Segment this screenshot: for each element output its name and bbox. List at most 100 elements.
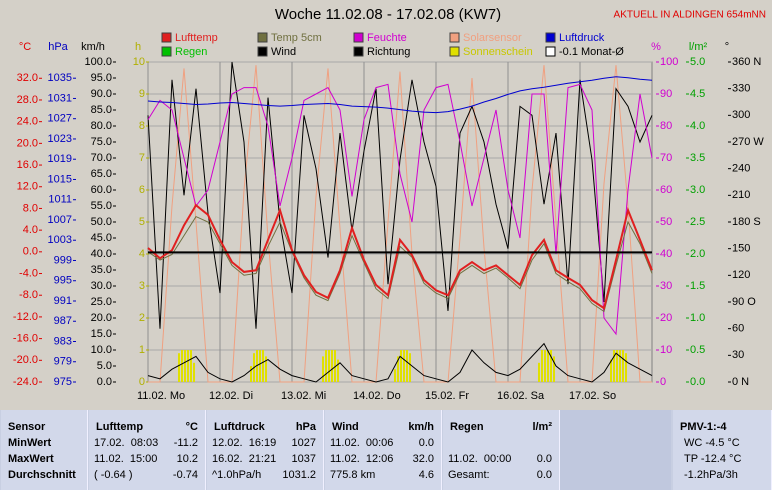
legend-label: -0.1 Monat-Ø [559,46,624,58]
row-label: MinWert [8,437,52,449]
y-tick-label: 8 [139,120,145,132]
y-tick-label: 30 [660,280,672,292]
cell-value: -0.74 [172,469,198,481]
sun-bar [193,362,195,382]
axis-title: ° [725,41,729,53]
cell-time: Gesamt: [448,469,490,481]
y-tick-label: 40 [660,248,672,260]
y-tick-label: 1003 [48,234,72,246]
sun-bar [400,350,402,382]
sun-bar [181,350,183,382]
legend-swatch [257,46,268,57]
y-tick-label: 5.0 [97,360,112,372]
column-unit: km/h [408,421,434,433]
y-tick-label: 1019 [48,153,72,165]
legend-label: Solarsensor [463,32,522,44]
table-column [89,410,206,490]
legend-swatch [545,46,556,57]
axis-title: % [651,41,661,53]
y-tick-label: 16.0 [17,159,38,171]
sun-bar [538,362,540,382]
sun-bar [328,350,330,382]
y-tick-label: 2.5 [690,216,705,228]
legend-swatch [545,32,556,43]
y-tick-label: 100.0 [84,56,112,68]
y-tick-label: 80.0 [91,120,112,132]
y-tick-label: 1023 [48,133,72,145]
cell-time: 11.02. 15:00 [94,453,158,465]
y-tick-label: 1007 [48,214,72,226]
y-tick-label: -24.0 [13,376,38,388]
legend-swatch [257,32,268,43]
cell-time: 17.02. 08:03 [94,437,159,449]
y-tick-label: 4.0 [23,224,38,236]
y-tick-label: 991 [54,295,72,307]
y-tick-label: 2.0 [690,248,705,260]
sun-bar [187,350,189,382]
y-tick-label: 975 [54,376,72,388]
legend-swatch [449,46,460,57]
sun-bar [616,350,618,382]
y-tick-label: 60 [660,184,672,196]
cell-text: -1.2hPa/3h [684,469,738,481]
y-tick-label: 1035 [48,72,72,84]
sun-bar [610,359,612,382]
table-column [673,410,772,490]
y-tick-label: 10 [660,344,672,356]
axis-title: °C [19,41,31,53]
y-tick-label: 5.0 [690,56,705,68]
x-tick-label: 16.02. Sa [497,390,545,402]
y-tick-label: 90 [660,88,672,100]
axis-title: km/h [81,41,105,53]
y-tick-label: 270 W [732,136,764,148]
sun-bar [325,350,327,382]
sun-bar [394,369,396,382]
y-tick-label: 2 [139,312,145,324]
cell-value: 0.0 [418,437,434,449]
y-tick-label: 95.0 [91,72,112,84]
row-label: MaxWert [8,453,54,465]
column-header: Regen [450,421,484,433]
cell-text: TP -12.4 °C [684,453,742,465]
y-tick-label: 120 [732,269,750,281]
x-tick-label: 17.02. So [569,390,616,402]
cell-time: 11.02. 00:00 [448,453,512,465]
y-tick-label: 1031 [48,92,72,104]
legend-label: Sonnenschein [463,46,533,58]
y-tick-label: 60.0 [91,184,112,196]
y-tick-label: 1.5 [690,280,705,292]
y-tick-label: 4 [139,248,145,260]
y-tick-label: 12.0 [17,181,38,193]
y-tick-label: 35.0 [91,264,112,276]
y-tick-label: 100 [660,56,678,68]
series-line [147,342,653,383]
y-tick-label: 0 N [732,376,749,388]
stats-table: Sensor Lufttemp °C Luftdruck hPa Wind km/h Rege… [0,410,772,490]
sun-bar [190,350,192,382]
y-tick-label: -8.0 [19,289,38,301]
column-header: Sensor [8,421,46,433]
y-tick-label: 999 [54,254,72,266]
y-tick-label: 983 [54,335,72,347]
sun-bar [184,350,186,382]
cell-time: ( -0.64 ) [94,469,133,481]
y-tick-label: 90.0 [91,88,112,100]
row-label: Durchschnitt [8,469,76,481]
y-tick-label: 0.0 [97,376,112,388]
legend-swatch [161,46,172,57]
chart: Woche 11.02.08 - 17.02.08 (KW7) AKTUELL … [13,6,766,402]
x-tick-label: 15.02. Fr [425,390,469,402]
sun-bar [397,356,399,382]
y-tick-label: 80 [660,120,672,132]
y-tick-label: 3.5 [690,152,705,164]
sun-bar [403,350,405,382]
cell-time: 11.02. 12:06 [330,453,394,465]
y-tick-label: 90 O [732,296,756,308]
y-tick-label: -16.0 [13,333,38,345]
cell-value: 0.0 [536,453,552,465]
y-tick-label: 32.0 [17,72,38,84]
y-tick-label: 210 [732,189,750,201]
cell-time: 16.02. 21:21 [212,453,277,465]
sun-bar [265,356,267,382]
y-tick-label: -20.0 [13,354,38,366]
